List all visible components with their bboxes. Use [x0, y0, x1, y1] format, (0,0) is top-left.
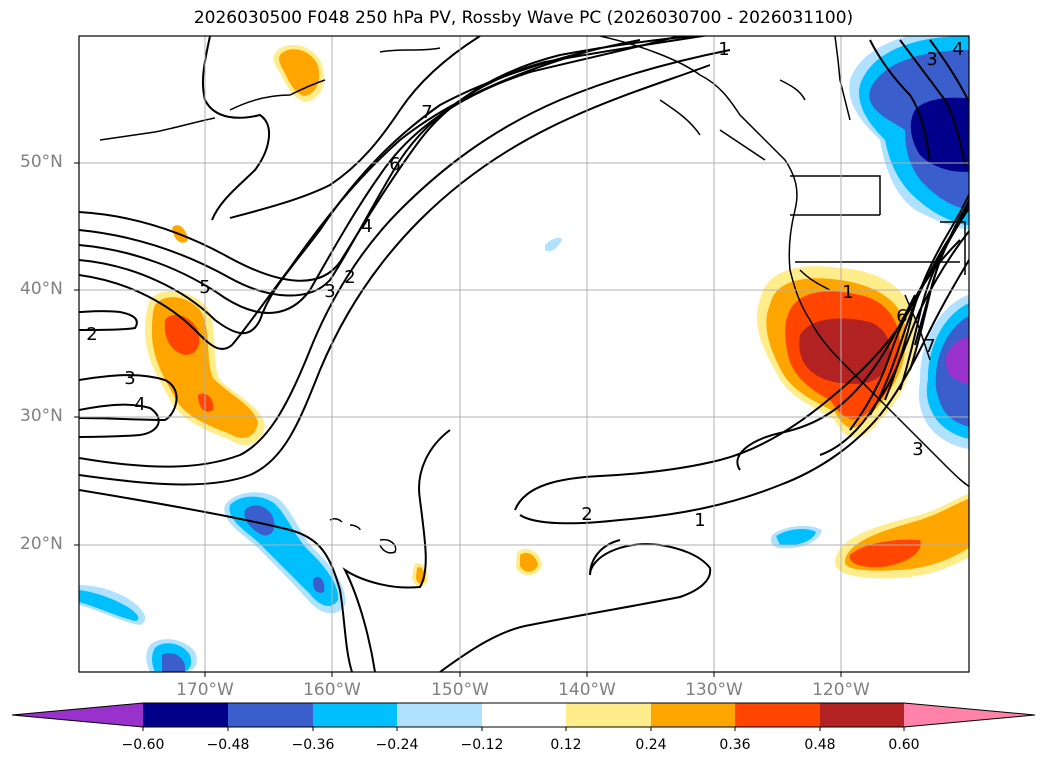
contour-label: 3 [926, 49, 937, 70]
colorbar-bin [228, 703, 313, 727]
colorbar-tick-label: 0.24 [635, 737, 667, 753]
map-title: 2026030500 F048 250 hPa PV, Rossby Wave … [193, 8, 854, 28]
map-border [78, 35, 970, 673]
lon-label: 170°W [176, 680, 234, 700]
contour-label: 4 [952, 39, 963, 60]
colorbar-extend-left [12, 703, 143, 727]
colorbar-bin [143, 703, 228, 727]
colorbar-tick-label: −0.36 [291, 737, 335, 753]
colorbar-bin [735, 703, 820, 727]
colorbar-tick-label: −0.12 [460, 737, 504, 753]
contour-label: 2 [86, 324, 97, 345]
colorbar-bin [397, 703, 482, 727]
colorbar-bin [482, 703, 566, 727]
lon-label: 150°W [431, 680, 489, 700]
contour-labels: 1 1 2 2 2 3 3 3 4 4 5 6 7 1 6 7 3 4 [86, 39, 963, 531]
colorbar-tick-label: 0.60 [888, 737, 920, 753]
lat-label: 40°N [20, 279, 63, 299]
colorbar-tick-label: −0.60 [121, 737, 165, 753]
contour-label: 2 [344, 267, 355, 288]
contour-label: 1 [694, 510, 705, 531]
contour-label: 1 [718, 39, 729, 60]
colorbar-tick-label: 0.12 [550, 737, 582, 753]
contour-label: 3 [124, 368, 135, 389]
colorbar-tick-label: 0.48 [804, 737, 836, 753]
colorbar-tick-label: 0.36 [719, 737, 751, 753]
colorbar-extend-right [904, 703, 1035, 727]
lon-label: 120°W [812, 680, 870, 700]
pv-contours [79, 36, 969, 672]
contour-label: 6 [896, 306, 907, 327]
lat-lon-grid [79, 36, 969, 672]
lat-label: 30°N [20, 406, 63, 426]
colorbar-bin [566, 703, 651, 727]
contour-label: 7 [421, 102, 432, 123]
contour-label: 3 [324, 281, 335, 302]
axis-ticks [74, 162, 842, 677]
lon-label: 160°W [303, 680, 361, 700]
contour-label: 2 [581, 504, 592, 525]
colorbar-tick-label: −0.48 [206, 737, 250, 753]
contour-label: 1 [842, 282, 853, 303]
coastlines [99, 36, 969, 554]
colorbar-tick-label: −0.24 [375, 737, 419, 753]
colorbar-bin [313, 703, 397, 727]
lon-label: 140°W [558, 680, 616, 700]
contour-label: 4 [361, 216, 372, 237]
contour-label: 5 [199, 277, 210, 298]
lat-label: 50°N [20, 152, 63, 172]
contour-label: 6 [389, 154, 400, 175]
colorbar [11, 702, 1036, 731]
lon-label: 130°W [685, 680, 743, 700]
contour-label: 7 [924, 336, 935, 357]
colorbar-bin [820, 703, 904, 727]
contour-label: 4 [134, 394, 145, 415]
contour-label: 3 [912, 439, 923, 460]
lat-label: 20°N [20, 534, 63, 554]
colorbar-bin [651, 703, 735, 727]
